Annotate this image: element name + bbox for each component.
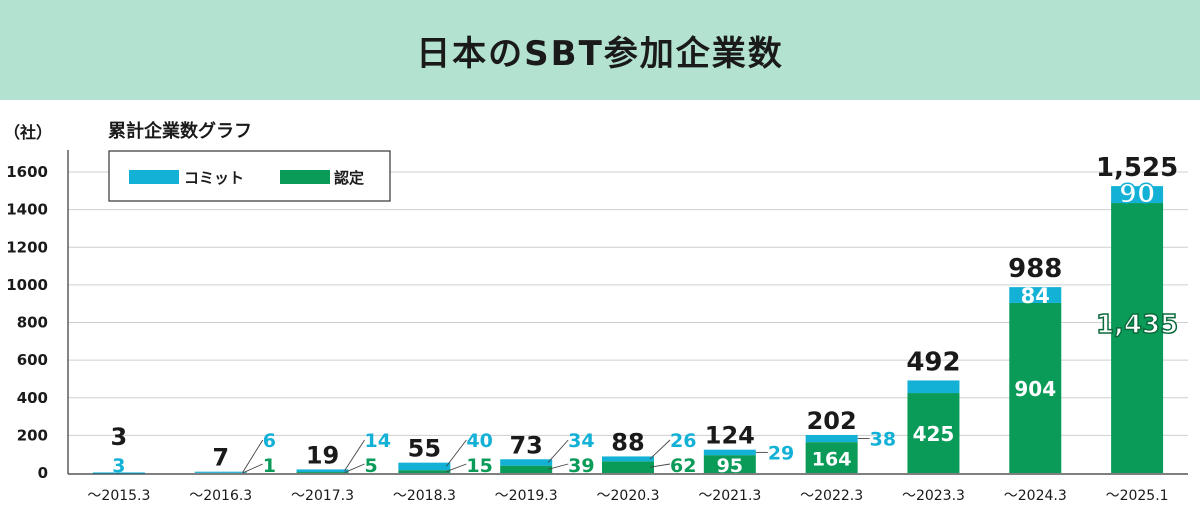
x-tick-label: ～2022.3 — [800, 488, 863, 504]
bar-commit — [907, 380, 960, 394]
y-tick-label: 1600 — [6, 163, 48, 181]
commit-label: 26 — [670, 430, 696, 452]
bar-certified — [602, 461, 654, 473]
certified-label: 1,435 — [1096, 310, 1178, 340]
total-label: 55 — [408, 435, 441, 463]
bar-commit — [1009, 287, 1062, 303]
y-tick-label: 400 — [17, 389, 48, 407]
certified-label: 5 — [365, 455, 378, 477]
callout-line — [649, 463, 671, 468]
certified-label: 904 — [1014, 377, 1056, 401]
commit-label: 14 — [365, 430, 391, 452]
axes: 0 200 400 600 800 1000 1200 1400 1600 — [6, 150, 1188, 482]
y-axis-unit-label: （社） — [4, 123, 53, 142]
x-tick-label: ～2016.3 — [189, 488, 252, 504]
bar-commit — [805, 434, 858, 443]
commit-label: 3 — [112, 455, 125, 477]
total-label: 3 — [111, 423, 128, 451]
bar-commit — [1111, 186, 1164, 204]
commit-label: 34 — [568, 430, 594, 452]
total-label: 492 — [906, 347, 960, 377]
certified-label: 95 — [717, 455, 743, 477]
legend-label-commit: コミット — [184, 169, 244, 187]
total-label: 19 — [306, 441, 339, 469]
y-tick-label: 600 — [17, 351, 48, 369]
commit-label: 90 — [1119, 180, 1155, 210]
bar-certified — [1009, 302, 1062, 473]
y-tick-label: 800 — [17, 314, 48, 332]
total-label: 1,525 — [1096, 153, 1178, 183]
bar-commit — [296, 469, 349, 473]
total-label: 88 — [611, 428, 644, 456]
total-label: 202 — [807, 407, 857, 435]
bar-certified — [1111, 203, 1164, 473]
x-tick-label: ～2017.3 — [291, 488, 354, 504]
x-tick-label: ～2023.3 — [902, 488, 965, 504]
certified-label: 39 — [568, 455, 594, 477]
x-tick-label: ～2024.3 — [1004, 488, 1067, 504]
total-label: 988 — [1008, 254, 1062, 284]
certified-label: 425 — [913, 422, 955, 446]
bars — [92, 186, 1164, 474]
certified-label: 1 — [263, 455, 276, 477]
callout-line — [547, 439, 569, 463]
callout-line — [242, 439, 264, 473]
callout-line — [344, 463, 365, 473]
x-tick-label: ～2019.3 — [495, 488, 558, 504]
bar-certified — [805, 442, 858, 473]
bar-commit — [703, 449, 756, 456]
title-banner: 日本のSBT参加企業数 — [0, 0, 1200, 100]
page-title: 日本のSBT参加企業数 — [416, 33, 784, 74]
certified-label: 62 — [670, 455, 696, 477]
legend: コミット 認定 — [108, 150, 391, 202]
x-tick-label: ～2015.3 — [87, 488, 150, 504]
y-tick-label: 1400 — [6, 201, 48, 219]
bar-certified — [703, 455, 756, 473]
total-label: 73 — [509, 431, 542, 459]
certified-label: 15 — [466, 455, 492, 477]
callout-line — [548, 463, 569, 470]
bar-certified — [907, 393, 960, 473]
legend-swatch-commit — [129, 170, 179, 184]
bar-commit — [602, 456, 654, 462]
commit-label: 38 — [870, 429, 896, 451]
y-tick-label: 1000 — [6, 276, 48, 294]
bar-commit — [194, 471, 247, 473]
bar-commit — [398, 462, 451, 471]
y-tick-label: 0 — [38, 464, 48, 482]
x-tick-label: ～2025.1 — [1106, 488, 1169, 504]
bar-certified — [296, 472, 349, 473]
commit-label: 6 — [263, 430, 276, 452]
legend-label-certified: 認定 — [334, 169, 364, 187]
callout-line — [446, 463, 467, 473]
total-label: 124 — [705, 422, 755, 450]
x-tick-label: ～2021.3 — [698, 488, 761, 504]
chart-subtitle: 累計企業数グラフ — [108, 121, 252, 142]
x-tick-label: ～2020.3 — [597, 488, 660, 504]
bar-commit — [92, 472, 145, 474]
y-tick-label: 1200 — [6, 238, 48, 256]
bar-certified — [398, 470, 451, 473]
commit-label: 29 — [768, 442, 794, 464]
legend-swatch-certified — [280, 170, 330, 184]
y-tick-label: 200 — [17, 426, 48, 444]
data-labels: ～2015.3 3 3 ～2016.3 7 6 1 ～2017.3 19 14 5 ～2018.3 55… — [87, 153, 1179, 504]
callout-line — [649, 439, 671, 460]
callout-line — [344, 439, 365, 471]
commit-label: 84 — [1021, 284, 1050, 308]
bar-commit — [500, 459, 553, 466]
total-label: 7 — [212, 444, 229, 472]
x-tick-label: ～2018.3 — [393, 488, 456, 504]
certified-label: 164 — [812, 449, 852, 471]
commit-label: 40 — [466, 430, 492, 452]
callout-line — [446, 439, 467, 467]
bar-certified — [500, 465, 553, 473]
callout-line — [242, 463, 263, 474]
